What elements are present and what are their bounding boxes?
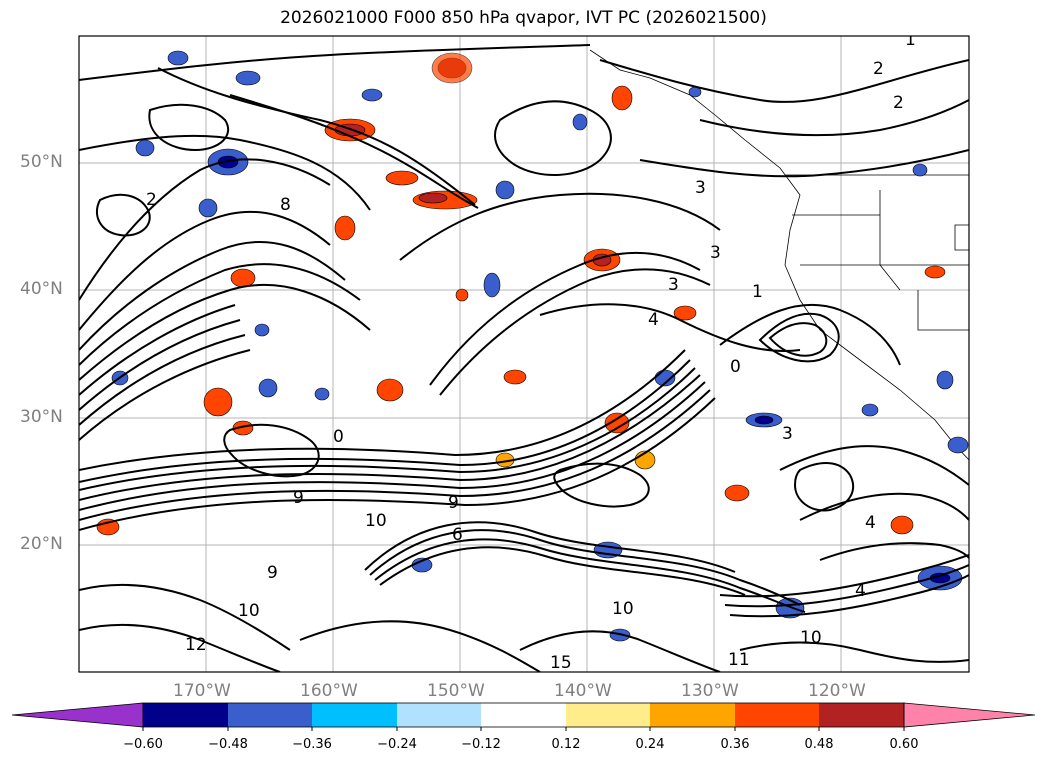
colorbar-segment: [143, 703, 228, 727]
contour-label: 6: [452, 525, 463, 545]
contour-label: 4: [855, 581, 866, 601]
map-frame: [78, 35, 970, 673]
contour-label: 9: [448, 493, 459, 513]
colorbar-segment: [481, 703, 566, 727]
contour-labels: 1 2 2 3 3 3 3 4 4 4 9 9 9 10 10 10 10 0 …: [146, 30, 916, 673]
contour-label: 15: [550, 653, 572, 673]
colorbar-tick-label: −0.24: [377, 737, 417, 752]
contour-label: 11: [728, 650, 750, 670]
map-plot-area: 1 2 2 3 3 3 3 4 4 4 9 9 9 10 10 10 10 0 …: [79, 30, 969, 673]
contour-label: 4: [648, 310, 659, 330]
colorbar-tick-label: 0.60: [889, 737, 919, 752]
longitude-label: 170°W: [173, 681, 231, 701]
contour-label: 10: [365, 511, 387, 531]
longitude-label: 160°W: [300, 681, 358, 701]
colorbar-tick-label: 0.36: [720, 737, 750, 752]
contour-label: 10: [800, 628, 822, 648]
colorbar-segment: [566, 703, 650, 727]
contour-label: 9: [293, 488, 304, 508]
colorbar-tick-label: 0.12: [551, 737, 581, 752]
contour-label: 8: [280, 195, 291, 215]
contour-label: 1: [905, 30, 916, 50]
longitude-label: 150°W: [427, 681, 485, 701]
map-title: 2026021000 F000 850 hPa qvapor, IVT PC (…: [280, 8, 767, 28]
colorbar-segment: [819, 703, 904, 727]
latitude-label: 50°N: [20, 152, 63, 172]
contour-label: 2: [873, 59, 884, 79]
colorbar-segment: [228, 703, 312, 727]
colorbar-tick-label: −0.60: [123, 737, 163, 752]
latitude-label: 40°N: [20, 279, 63, 299]
colorbar-tick-label: 0.24: [635, 737, 665, 752]
colorbar-extend-low: [11, 702, 144, 728]
contour-label: 4: [865, 513, 876, 533]
graticule: [79, 36, 969, 672]
ivt-contours: [79, 44, 969, 672]
colorbar-tick-label: 0.48: [804, 737, 834, 752]
contour-label: 2: [893, 93, 904, 113]
contour-label: 10: [612, 599, 634, 619]
longitude-label: 120°W: [808, 681, 866, 701]
colorbar: [11, 702, 1036, 731]
contour-label: 3: [710, 243, 721, 263]
longitude-label: 140°W: [554, 681, 612, 701]
colorbar-segment: [312, 703, 397, 727]
colorbar-segment: [397, 703, 481, 727]
contour-label: 3: [668, 275, 679, 295]
colorbar-segment: [735, 703, 819, 727]
colorbar-tick-label: −0.48: [208, 737, 248, 752]
colorbar-tick-label: −0.36: [292, 737, 332, 752]
contour-label: 0: [333, 427, 344, 447]
longitude-label: 130°W: [681, 681, 739, 701]
contour-label: 3: [695, 178, 706, 198]
colorbar-segment: [650, 703, 735, 727]
contour-label: 12: [185, 635, 207, 655]
contour-label: 0: [730, 357, 741, 377]
contour-label: 9: [267, 563, 278, 583]
latitude-label: 20°N: [20, 534, 63, 554]
colorbar-extend-high: [903, 702, 1036, 728]
contour-label: 2: [146, 190, 157, 210]
colorbar-tick-label: −0.12: [461, 737, 501, 752]
latitude-label: 30°N: [20, 407, 63, 427]
contour-label: 1: [752, 282, 763, 302]
contour-label: 3: [782, 424, 793, 444]
contour-label: 10: [238, 601, 260, 621]
